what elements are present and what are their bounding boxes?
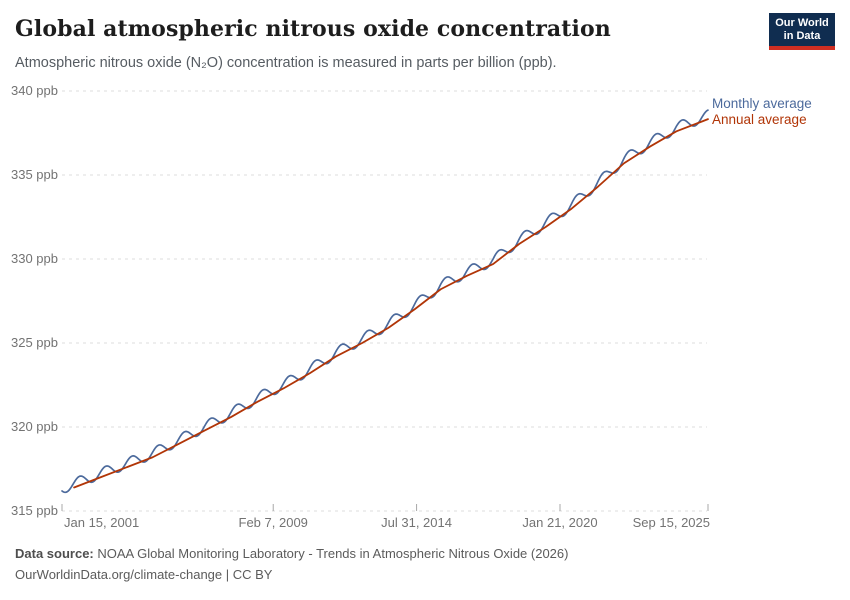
owid-logo-line2: in Data — [783, 30, 821, 42]
legend-item-annual-average[interactable]: Annual average — [712, 112, 807, 127]
series-line-monthly-average[interactable] — [61, 109, 709, 494]
owid-logo-line1: Our World — [775, 17, 829, 29]
x-axis-label: Sep 15, 2025 — [632, 515, 710, 530]
y-axis-label: 330 ppb — [11, 251, 58, 266]
x-axis-label: Jan 21, 2020 — [522, 515, 598, 530]
legend-item-monthly-average[interactable]: Monthly average — [712, 96, 812, 111]
x-axis-label: Jul 31, 2014 — [381, 515, 452, 530]
y-axis-label: 325 ppb — [11, 335, 58, 350]
owid-logo[interactable]: Our World in Data — [769, 13, 835, 50]
y-axis-label: 340 ppb — [11, 83, 58, 98]
page-title: Global atmospheric nitrous oxide concent… — [15, 16, 611, 42]
attribution-line: OurWorldinData.org/climate-change | CC B… — [15, 567, 273, 582]
page-subtitle: Atmospheric nitrous oxide (N₂O) concentr… — [15, 55, 557, 71]
x-axis-label: Feb 7, 2009 — [238, 515, 308, 530]
data-source-label: Data source: — [15, 546, 94, 561]
y-axis-label: 315 ppb — [11, 503, 58, 518]
x-axis-label: Jan 15, 2001 — [64, 515, 140, 530]
y-axis-label: 320 ppb — [11, 419, 58, 434]
data-source-line: Data source: NOAA Global Monitoring Labo… — [15, 546, 568, 561]
y-axis-label: 335 ppb — [11, 167, 58, 182]
series-line-annual-average[interactable] — [73, 118, 709, 489]
data-source-text: NOAA Global Monitoring Laboratory - Tren… — [93, 546, 569, 561]
